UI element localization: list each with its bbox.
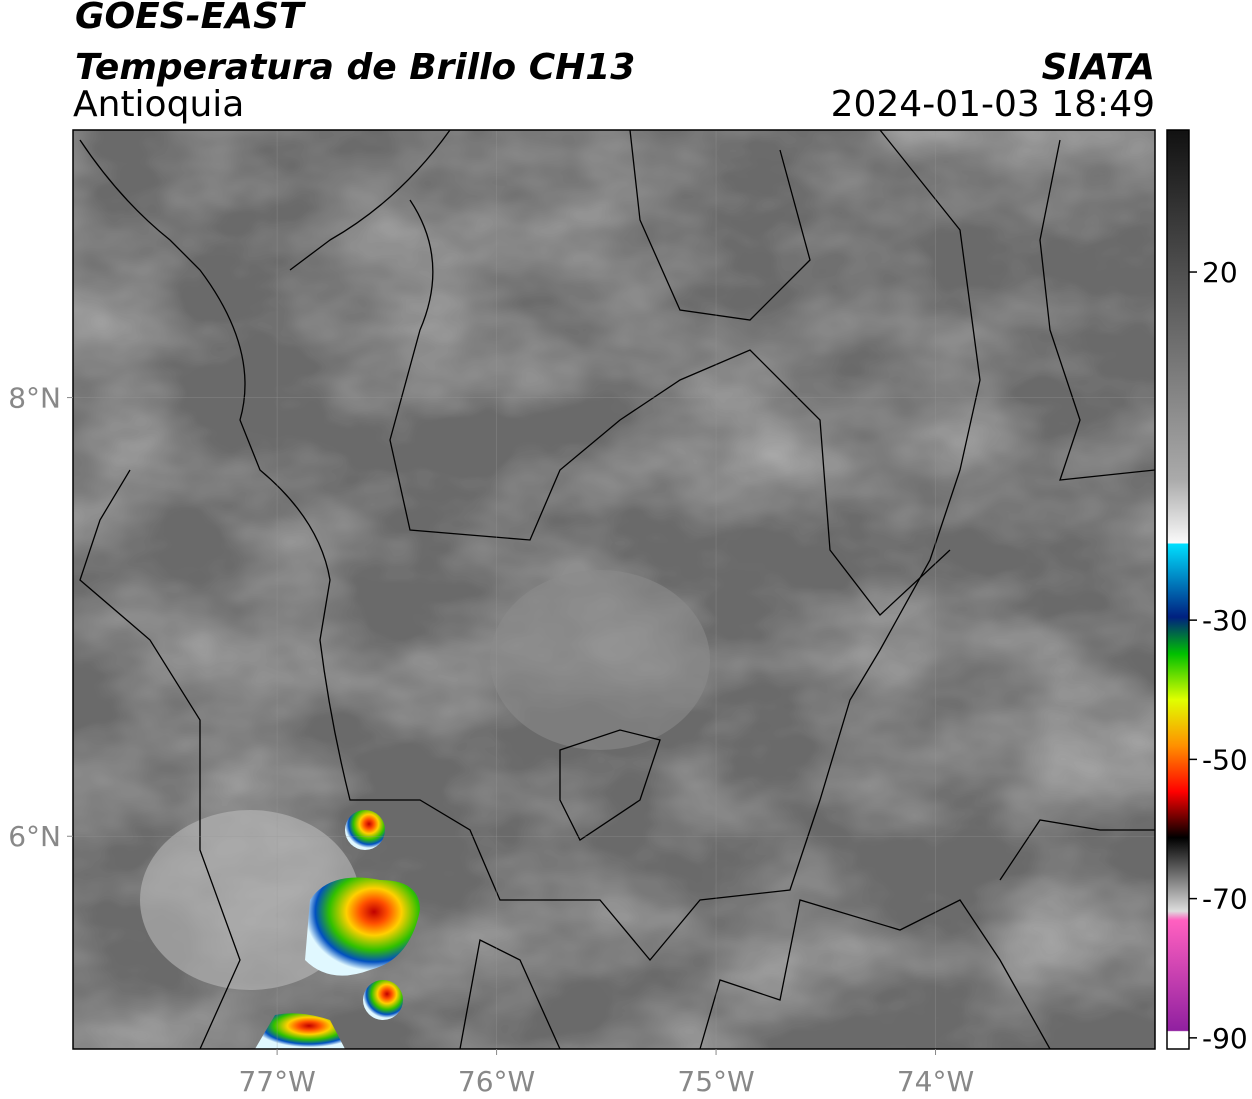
colorbar-tick-label: 20 <box>1202 256 1238 289</box>
x-tick-label: 76°W <box>458 1065 535 1098</box>
title: GOES-EAST <box>75 0 306 37</box>
y-tick-label: 6°N <box>8 820 61 853</box>
datetime: 2024-01-03 18:49 <box>831 84 1155 125</box>
region: Antioquia <box>73 84 244 125</box>
graticule <box>73 130 1155 1049</box>
colorbar-tick-label: -70 <box>1202 883 1248 916</box>
map-frame <box>72 129 1156 1050</box>
colorbar-tick-label: -90 <box>1202 1022 1248 1055</box>
satellite-image <box>73 130 1155 1049</box>
x-tick-label: 75°W <box>677 1065 754 1098</box>
subtitle: Temperatura de Brillo CH13 <box>75 47 635 88</box>
source: SIATA <box>1042 47 1155 88</box>
colorbar-tick-label: -50 <box>1202 743 1248 776</box>
x-tick-label: 77°W <box>238 1065 315 1098</box>
colorbar-tick-label: -30 <box>1202 604 1248 637</box>
y-tick-label: 8°N <box>8 382 61 415</box>
x-tick-label: 74°W <box>897 1065 974 1098</box>
colorbar <box>1166 129 1190 1050</box>
